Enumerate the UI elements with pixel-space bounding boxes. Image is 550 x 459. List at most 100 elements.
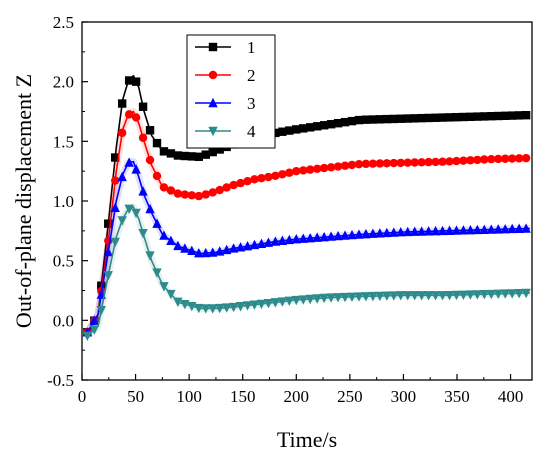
series-2-point bbox=[361, 159, 371, 169]
series-2-point bbox=[521, 153, 531, 163]
series-3-point bbox=[430, 225, 441, 236]
series-2-point bbox=[194, 191, 203, 201]
series-4-point bbox=[180, 300, 190, 310]
series-4-point bbox=[159, 282, 169, 292]
series-1-point bbox=[292, 125, 301, 134]
series-2-point bbox=[201, 190, 210, 199]
series-1-point bbox=[487, 112, 496, 121]
series-3-point bbox=[291, 233, 301, 244]
series-1-point bbox=[166, 149, 176, 158]
series-1-point bbox=[514, 111, 524, 120]
series-1-point bbox=[194, 152, 203, 161]
series-1-point bbox=[403, 114, 412, 123]
series-4-point bbox=[430, 291, 441, 301]
series-1-point bbox=[389, 114, 398, 124]
series-2-point bbox=[487, 154, 496, 164]
series-3-point bbox=[124, 157, 134, 167]
series-1-point bbox=[138, 102, 148, 111]
legend-label-3: 3 bbox=[247, 94, 256, 113]
series-1-point bbox=[278, 127, 287, 136]
series-4-point bbox=[479, 290, 490, 300]
series-2-point bbox=[166, 186, 176, 195]
series-4-point bbox=[277, 297, 288, 307]
series-3-line bbox=[86, 160, 530, 333]
series-4-point bbox=[187, 301, 197, 312]
series-2-point bbox=[138, 133, 148, 142]
y-axis-title: Out-of-plane displacement Z bbox=[11, 74, 36, 328]
series-1-point bbox=[326, 120, 336, 129]
series-1-point bbox=[124, 76, 134, 85]
series-2-point bbox=[452, 156, 461, 166]
series-1-point bbox=[501, 111, 510, 121]
series-4-point bbox=[493, 289, 503, 300]
series-2-point bbox=[466, 156, 475, 165]
series-3-point bbox=[166, 235, 176, 245]
series-4-point bbox=[249, 300, 260, 310]
series-2-point bbox=[292, 166, 301, 176]
series-1-point bbox=[333, 118, 343, 128]
series-2-point bbox=[445, 157, 454, 166]
series-4-point bbox=[507, 289, 517, 299]
series-3-point bbox=[368, 228, 378, 238]
series-4-point bbox=[368, 291, 378, 302]
series-3-point bbox=[465, 224, 476, 235]
axis-ticks: 0 50 100 150 200 250 300 350 400 -0.5 0.0 0.5 1.0 1.5… bbox=[47, 13, 523, 406]
series-3 bbox=[82, 157, 531, 337]
series-3-point bbox=[347, 229, 357, 240]
series-2-point bbox=[375, 159, 385, 168]
series-2-point bbox=[229, 180, 238, 190]
series-4-point bbox=[521, 288, 531, 299]
series-2-point bbox=[473, 155, 482, 165]
series-3-point bbox=[479, 224, 490, 234]
series-3-point bbox=[298, 233, 308, 243]
series-3-point bbox=[354, 229, 364, 239]
series-2-point bbox=[312, 164, 322, 174]
series-3-point bbox=[256, 238, 267, 249]
series-4 bbox=[82, 203, 531, 342]
series-1-point bbox=[396, 114, 405, 123]
x-tick-label: 350 bbox=[444, 387, 470, 406]
series-2-point bbox=[236, 178, 245, 188]
series-1-point bbox=[347, 116, 357, 126]
series-1-point bbox=[208, 147, 217, 157]
series-4-point bbox=[96, 305, 106, 316]
series-4-point bbox=[451, 290, 462, 301]
series-3-point bbox=[242, 240, 253, 251]
series-2-point bbox=[264, 172, 273, 182]
series-3-point bbox=[507, 223, 517, 234]
series-3-point bbox=[437, 225, 448, 236]
series-3-point bbox=[396, 226, 406, 237]
series-1-point bbox=[131, 77, 141, 86]
series-3-point bbox=[180, 243, 190, 253]
series-1-point bbox=[473, 112, 482, 121]
y-tick-label: 2.0 bbox=[53, 73, 74, 92]
series-2-point bbox=[507, 154, 517, 163]
series-3-point bbox=[382, 227, 392, 238]
series-4-point bbox=[201, 304, 211, 314]
series-2-point bbox=[222, 183, 231, 192]
series-1-point bbox=[410, 114, 419, 123]
series-4-point bbox=[319, 293, 329, 304]
series-2-point bbox=[354, 159, 364, 169]
series-1-point bbox=[438, 113, 447, 122]
series-1-point bbox=[145, 126, 155, 135]
legend-label-4: 4 bbox=[247, 122, 256, 141]
series-2-point bbox=[459, 156, 468, 165]
series-3-halo bbox=[84, 158, 531, 335]
series-4-point bbox=[82, 331, 93, 342]
series-4-point bbox=[444, 290, 455, 301]
series-3-point bbox=[208, 247, 218, 257]
series-1-point bbox=[431, 113, 440, 122]
series-1-point bbox=[306, 123, 315, 132]
series-2-point bbox=[319, 163, 329, 173]
legend-marker-2 bbox=[208, 70, 218, 80]
series-1-point bbox=[424, 113, 433, 123]
series-4-point bbox=[465, 290, 476, 300]
series-4-point bbox=[500, 289, 510, 299]
series-2 bbox=[83, 108, 531, 337]
series-4-point bbox=[333, 293, 343, 303]
legend: 1 2 3 4 bbox=[186, 34, 276, 149]
y-tick-label: 1.0 bbox=[53, 192, 74, 211]
series-2-point bbox=[250, 175, 259, 184]
